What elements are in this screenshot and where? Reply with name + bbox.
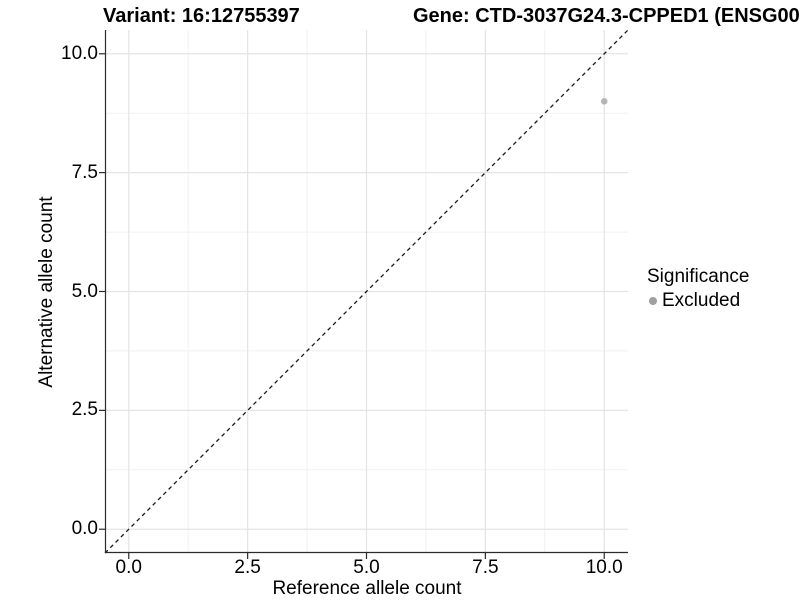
legend-entry-excluded: Excluded (649, 290, 749, 312)
plot-title-gene: Gene: CTD-3037G24.3-CPPED1 (ENSG00000 (413, 5, 800, 27)
y-tick-label: 5.0 (71, 280, 98, 302)
legend-entry-label: Excluded (662, 290, 741, 311)
data-point (600, 98, 608, 105)
plot-title-variant: Variant: 16:12755397 (103, 5, 300, 27)
legend-title: Significance (647, 266, 750, 287)
x-tick-label: 5.0 (353, 557, 380, 578)
identity-reference-line (104, 29, 629, 554)
x-tick-label: 7.5 (472, 557, 499, 578)
y-tick-label: 10.0 (61, 42, 98, 64)
plot-panel (99, 29, 629, 559)
y-tick-label: 7.5 (71, 161, 98, 183)
y-tick-label: 2.5 (71, 399, 98, 421)
x-tick-label: 2.5 (234, 557, 261, 578)
x-tick-label: 10.0 (585, 557, 623, 578)
y-tick-label: 0.0 (71, 518, 98, 540)
legend: Significance Excluded (647, 266, 749, 312)
x-tick-label: 0.0 (115, 557, 142, 578)
legend-marker-circle-icon (649, 297, 657, 305)
x-axis-title: Reference allele count (272, 578, 462, 599)
